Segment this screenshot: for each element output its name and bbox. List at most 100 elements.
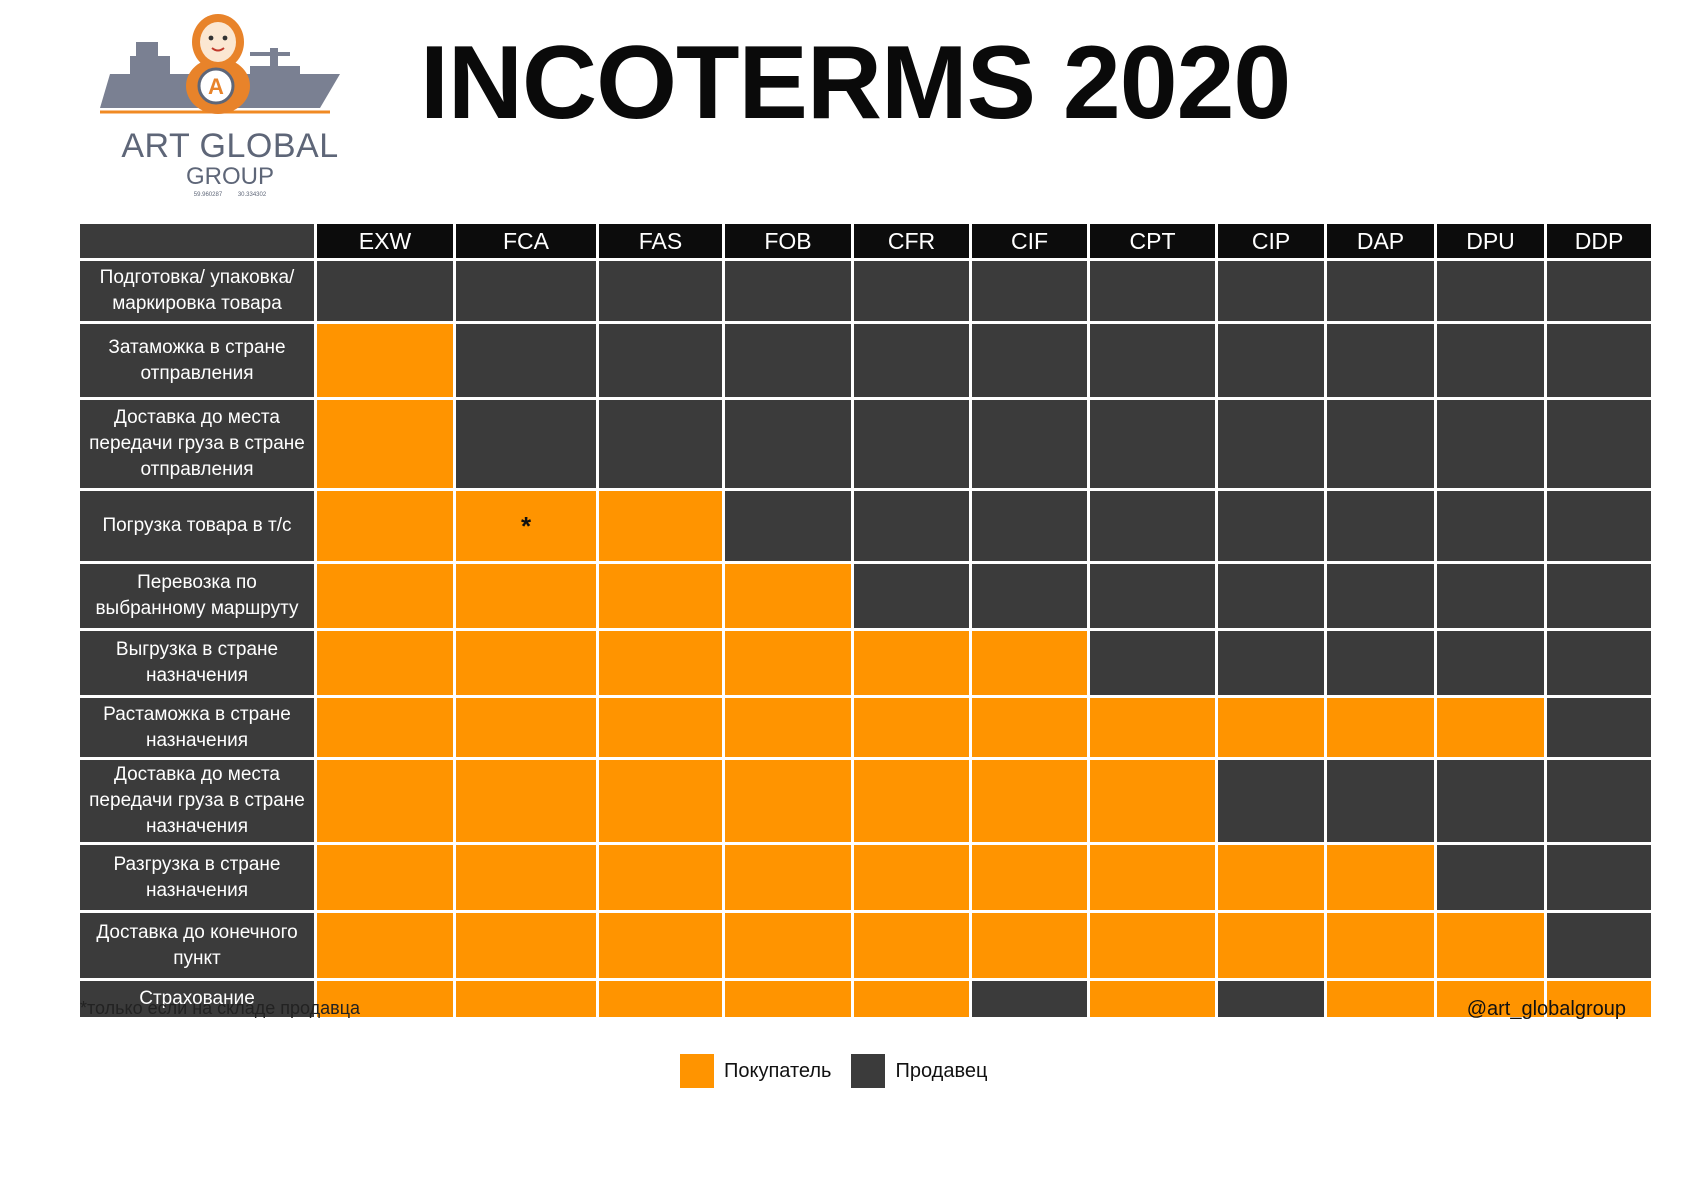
cell-cfr-seller: [854, 261, 969, 321]
cell-dpu-seller: [1437, 564, 1544, 628]
cell-fas-buyer: [599, 564, 722, 628]
cell-fca-buyer: [456, 913, 596, 978]
cell-cpt-seller: [1090, 261, 1215, 321]
cell-cip-seller: [1218, 631, 1324, 695]
cell-dap-seller: [1327, 324, 1434, 397]
matryoshka-ship-logo-icon: A: [100, 14, 340, 114]
cell-fas-buyer: [599, 698, 722, 757]
cell-exw-buyer: [317, 400, 453, 488]
cell-cip-seller: [1218, 981, 1324, 1017]
cell-fas-seller: [599, 400, 722, 488]
cell-exw-buyer: [317, 913, 453, 978]
cell-fca-buyer: [456, 631, 596, 695]
column-header-fob: FOB: [725, 224, 851, 258]
cell-dap-seller: [1327, 261, 1434, 321]
cell-exw-buyer: [317, 845, 453, 910]
cell-cpt-buyer: [1090, 913, 1215, 978]
row-label: Доставка до конечного пункт: [80, 913, 314, 978]
cell-cip-buyer: [1218, 698, 1324, 757]
cell-cfr-buyer: [854, 760, 969, 842]
cell-cpt-seller: [1090, 491, 1215, 561]
cell-cif-seller: [972, 564, 1087, 628]
cell-cfr-seller: [854, 400, 969, 488]
cell-fca-buyer: [456, 981, 596, 1017]
cell-cpt-buyer: [1090, 698, 1215, 757]
cell-dap-seller: [1327, 491, 1434, 561]
page-title: INCOTERMS 2020: [420, 25, 1291, 141]
cell-cpt-buyer: [1090, 760, 1215, 842]
cell-fob-buyer: [725, 913, 851, 978]
cell-cpt-seller: [1090, 564, 1215, 628]
row-label: Затаможка в стране отправления: [80, 324, 314, 397]
cell-fca-seller: [456, 324, 596, 397]
cell-fas-seller: [599, 324, 722, 397]
column-header-exw: EXW: [317, 224, 453, 258]
cell-dpu-seller: [1437, 760, 1544, 842]
cell-fas-buyer: [599, 981, 722, 1017]
cell-fob-seller: [725, 491, 851, 561]
asterisk-mark: *: [520, 510, 532, 541]
column-header-ddp: DDP: [1547, 224, 1651, 258]
cell-fob-buyer: [725, 564, 851, 628]
column-header-fas: FAS: [599, 224, 722, 258]
cell-ddp-buyer: [1547, 981, 1651, 1017]
legend: Покупатель Продавец: [680, 1054, 1007, 1088]
cell-fca-buyer: [456, 564, 596, 628]
cell-ddp-seller: [1547, 913, 1651, 978]
cell-cip-buyer: [1218, 845, 1324, 910]
cell-fob-buyer: [725, 698, 851, 757]
logo-subtitle: GROUP: [185, 163, 274, 190]
row-label: Погрузка товара в т/с: [80, 491, 314, 561]
row-label: Доставка до места передачи груза в стран…: [80, 760, 314, 842]
cell-cif-buyer: [972, 760, 1087, 842]
cell-fas-buyer: [599, 491, 722, 561]
cell-fca-buyer: *: [456, 491, 596, 561]
column-header-cfr: CFR: [854, 224, 969, 258]
legend-seller-label: Продавец: [895, 1059, 988, 1082]
row-label: Страхование: [80, 981, 314, 1017]
cell-exw-buyer: [317, 981, 453, 1017]
cell-ddp-seller: [1547, 491, 1651, 561]
cell-dpu-seller: [1437, 491, 1544, 561]
cell-ddp-seller: [1547, 631, 1651, 695]
column-header-cif: CIF: [972, 224, 1087, 258]
cell-exw-buyer: [317, 564, 453, 628]
cell-cfr-seller: [854, 564, 969, 628]
cell-fca-buyer: [456, 845, 596, 910]
cell-fob-buyer: [725, 845, 851, 910]
cell-ddp-seller: [1547, 845, 1651, 910]
cell-fob-seller: [725, 324, 851, 397]
cell-dap-buyer: [1327, 981, 1434, 1017]
legend-seller-swatch: [851, 1054, 886, 1088]
cell-fca-seller: [456, 400, 596, 488]
cell-cif-buyer: [972, 845, 1087, 910]
column-header-dpu: DPU: [1437, 224, 1544, 258]
social-handle: @art_globalgroup: [1466, 998, 1626, 1020]
cell-cfr-buyer: [854, 698, 969, 757]
cell-dpu-seller: [1437, 261, 1544, 321]
cell-cip-seller: [1218, 400, 1324, 488]
cell-dap-buyer: [1327, 698, 1434, 757]
column-header-dap: DAP: [1327, 224, 1434, 258]
cell-dap-seller: [1327, 631, 1434, 695]
cell-cip-seller: [1218, 564, 1324, 628]
incoterms-table: EXW FCA FAS FOB CFR CIF CPT CIP DAP DPU DDP Подгото…: [80, 224, 1651, 1017]
cell-fca-buyer: [456, 760, 596, 842]
cell-dap-buyer: [1327, 913, 1434, 978]
cell-cpt-buyer: [1090, 845, 1215, 910]
cell-ddp-seller: [1547, 261, 1651, 321]
cell-exw-buyer: [317, 760, 453, 842]
cell-ddp-seller: [1547, 760, 1651, 842]
cell-cfr-buyer: [854, 845, 969, 910]
cell-dpu-buyer: [1437, 981, 1544, 1017]
cell-cpt-seller: [1090, 631, 1215, 695]
cell-cif-buyer: [972, 698, 1087, 757]
cell-cip-seller: [1218, 324, 1324, 397]
row-label: Перевозка по выбранному маршруту: [80, 564, 314, 628]
row-label: Подготовка/ упаковка/ маркировка товара: [80, 261, 314, 321]
cell-fas-buyer: [599, 913, 722, 978]
header-corner: [80, 224, 314, 258]
cell-cfr-buyer: [854, 913, 969, 978]
cell-fca-buyer: [456, 698, 596, 757]
column-header-fca: FCA: [456, 224, 596, 258]
